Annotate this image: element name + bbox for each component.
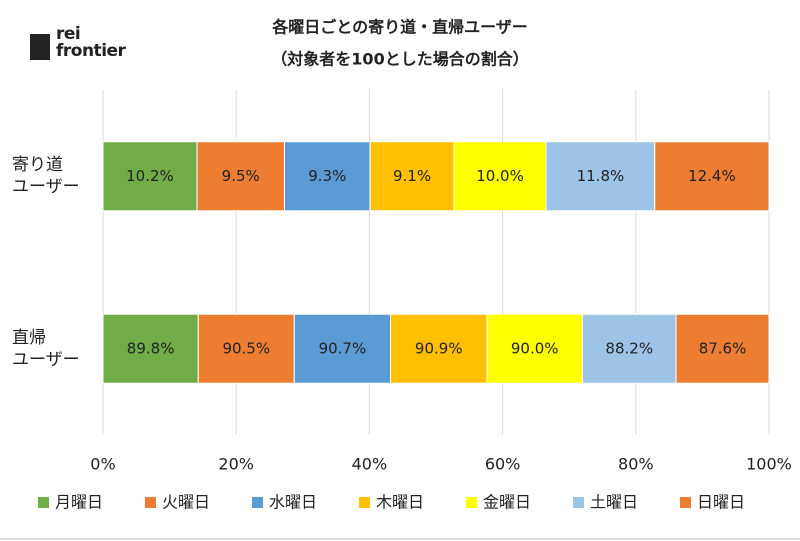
legend-marker — [145, 497, 156, 508]
legend-label: 金曜日 — [483, 493, 531, 512]
legend-marker — [573, 497, 584, 508]
data-label: 89.8% — [127, 339, 175, 357]
legend-marker — [359, 497, 370, 508]
legend-label: 火曜日 — [162, 493, 210, 512]
data-label: 12.4% — [688, 167, 736, 185]
legend-label: 水曜日 — [269, 493, 317, 512]
data-label: 87.6% — [699, 339, 747, 357]
x-tick-label: 40% — [352, 455, 388, 474]
bar-segment — [581, 313, 677, 384]
x-tick-label: 100% — [746, 455, 792, 474]
logo-icon — [30, 34, 50, 60]
legend-marker — [680, 497, 691, 508]
legend-label: 日曜日 — [697, 493, 745, 512]
legend-label: 月曜日 — [55, 493, 103, 512]
data-label: 11.8% — [577, 167, 625, 185]
data-label: 90.0% — [511, 339, 559, 357]
data-label: 10.0% — [476, 167, 524, 185]
data-label: 90.7% — [319, 339, 367, 357]
data-label: 88.2% — [605, 339, 653, 357]
bar-segment — [486, 313, 583, 384]
bar-segment — [197, 313, 295, 384]
data-label: 9.1% — [393, 167, 431, 185]
legend-label: 木曜日 — [376, 493, 424, 512]
legend-label: 土曜日 — [590, 493, 638, 512]
legend-marker — [466, 497, 477, 508]
legend-marker — [38, 497, 49, 508]
chart-title: 各曜日ごとの寄り道・直帰ユーザー — [271, 18, 528, 37]
data-label: 9.5% — [222, 167, 260, 185]
y-tick-label: 寄り道 ユーザー — [12, 155, 80, 198]
bar-segment — [102, 141, 198, 212]
x-tick-label: 20% — [218, 455, 254, 474]
bar-segment — [369, 141, 455, 212]
bar-segment — [283, 141, 371, 212]
legend-marker — [252, 497, 263, 508]
data-label: 9.3% — [308, 167, 346, 185]
y-tick-label: 直帰 ユーザー — [12, 327, 80, 370]
bar-segment — [453, 141, 547, 212]
x-tick-label: 0% — [90, 455, 115, 474]
logo-text: rei frontier — [56, 24, 126, 61]
x-tick-label: 60% — [485, 455, 521, 474]
bar-segment — [390, 313, 488, 384]
bar-segment — [545, 141, 656, 212]
bar-segment — [675, 313, 770, 384]
data-label: 90.9% — [415, 339, 463, 357]
data-label: 10.2% — [126, 167, 174, 185]
data-label: 90.5% — [222, 339, 270, 357]
x-tick-label: 80% — [618, 455, 654, 474]
bar-segment — [654, 141, 770, 212]
bar-segment — [196, 141, 285, 212]
chart-subtitle: （対象者を100とした場合の割合） — [271, 50, 528, 69]
